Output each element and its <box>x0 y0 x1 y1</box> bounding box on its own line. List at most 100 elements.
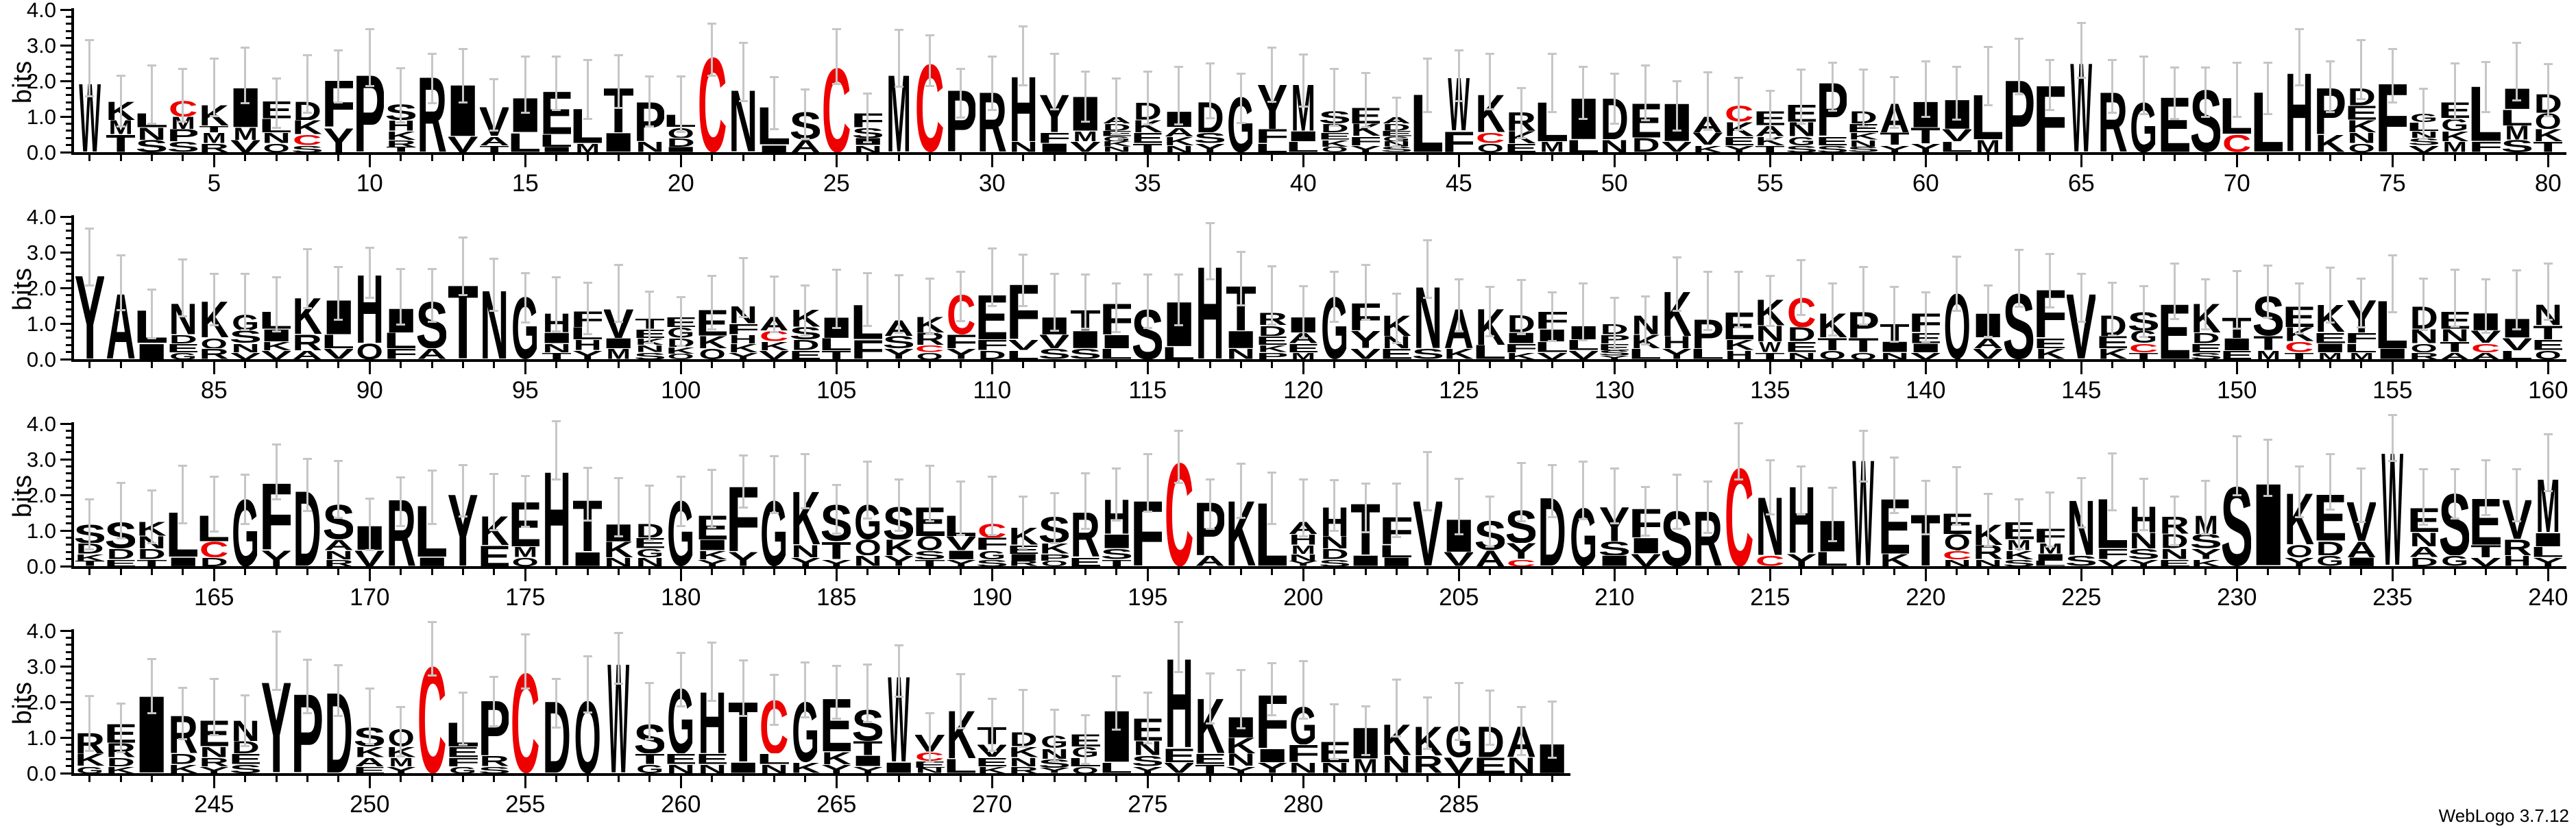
x-tick-minor <box>1022 362 1025 368</box>
svg-text:S: S <box>1071 348 1099 359</box>
y-tick-minor <box>66 122 71 125</box>
svg-text:L: L <box>1569 339 1598 350</box>
x-tick-minor <box>866 155 869 161</box>
x-tick-minor <box>804 776 807 782</box>
x-tick-minor <box>555 569 558 575</box>
x-tick-minor <box>1240 155 1242 161</box>
x-tick-minor <box>2018 155 2020 161</box>
svg-text:K: K <box>604 541 633 557</box>
error-bar-cap <box>1112 132 1121 135</box>
error-bar-cap <box>863 461 873 463</box>
x-tick-label: 130 <box>1594 377 1635 404</box>
residue-letter-K: K <box>1320 140 1349 147</box>
residue-letter-Q: Q <box>668 354 694 359</box>
x-tick-minor <box>1551 776 1553 782</box>
residue-letter-Y: Y <box>853 766 882 773</box>
error-bar <box>1520 88 1522 138</box>
error-bar <box>1146 274 1149 328</box>
svg-text:N: N <box>1320 536 1349 548</box>
x-tick-minor <box>773 362 775 368</box>
residue-letter-R: R <box>1009 766 1038 773</box>
residue-letter-I: I <box>1226 330 1255 348</box>
svg-text:T: T <box>387 147 415 152</box>
error-bar-cap <box>209 57 219 60</box>
svg-text:T: T <box>542 352 571 359</box>
error-bar <box>773 276 775 332</box>
x-tick-minor <box>1271 362 1274 368</box>
error-bar <box>88 228 91 286</box>
y-tick-minor <box>66 29 71 32</box>
svg-text:N: N <box>1289 762 1317 773</box>
error-bar <box>804 89 807 139</box>
error-bar <box>1333 69 1336 126</box>
x-tick-major <box>679 776 682 788</box>
svg-text:R: R <box>915 332 944 345</box>
error-bar-cap <box>2108 334 2117 337</box>
y-tick-minor <box>66 58 71 61</box>
residue-letter-N: N <box>2409 329 2438 343</box>
error-bar <box>1582 283 1585 341</box>
x-tick-minor <box>1551 155 1553 161</box>
svg-text:E: E <box>1320 132 1349 139</box>
x-axis-line <box>71 359 2566 362</box>
error-bar-cap <box>1081 70 1090 73</box>
residue-letter-Y: Y <box>387 766 415 773</box>
x-tick-label: 245 <box>194 791 234 818</box>
error-bar-cap <box>2201 328 2211 330</box>
svg-text:A: A <box>791 140 820 152</box>
svg-text:N: N <box>231 343 260 352</box>
y-tick-major <box>60 422 71 425</box>
x-tick-minor <box>151 569 153 575</box>
error-bar-cap <box>2357 277 2366 280</box>
svg-text:A: A <box>480 136 509 145</box>
svg-text:C: C <box>293 134 321 145</box>
svg-text:A: A <box>2440 352 2469 359</box>
residue-letter-K: K <box>729 343 757 352</box>
x-tick-minor <box>493 776 496 782</box>
residue-letter-K: K <box>1880 554 1909 566</box>
residue-letter-E: E <box>1133 132 1162 143</box>
svg-text:N: N <box>199 746 228 757</box>
error-bar-cap <box>831 326 841 329</box>
residue-letter-E: E <box>2316 332 2344 343</box>
error-bar-cap <box>987 305 997 308</box>
x-tick-minor <box>306 155 308 161</box>
residue-letter-Q: Q <box>698 348 725 359</box>
error-bar <box>2267 62 2270 114</box>
error-bar-cap <box>489 725 499 728</box>
error-bar-cap <box>552 678 561 681</box>
x-tick-minor <box>586 569 589 575</box>
error-bar-cap <box>1205 722 1215 724</box>
residue-letter-Y: Y <box>698 559 727 566</box>
residue-letter-T: T <box>1133 143 1162 152</box>
residue-letter-V: V <box>1165 762 1193 773</box>
svg-text:K: K <box>1133 120 1162 132</box>
error-bar <box>1862 69 1864 127</box>
residue-letter-S: S <box>1413 348 1442 359</box>
x-tick-major <box>524 362 526 374</box>
svg-text:K: K <box>1320 140 1349 147</box>
svg-text:K: K <box>262 341 291 350</box>
error-bar-cap <box>2015 305 2024 308</box>
svg-text:Y: Y <box>791 557 820 566</box>
error-bar-cap <box>520 111 530 114</box>
error-bar-cap <box>1049 491 1059 494</box>
residue-letter-E: E <box>1507 143 1535 152</box>
error-bar-cap <box>2326 60 2335 62</box>
svg-text:G: G <box>1788 136 1815 145</box>
x-tick-minor <box>119 362 122 368</box>
x-tick-minor <box>2453 569 2456 575</box>
residue-letter-N: N <box>916 768 945 773</box>
x-tick-major <box>1302 362 1304 374</box>
x-tick-label: 165 <box>194 584 234 611</box>
residue-letter-D: D <box>1631 138 1660 152</box>
x-tick-major <box>212 569 215 581</box>
svg-text:C: C <box>1943 550 1971 559</box>
y-tick-minor <box>66 479 71 482</box>
y-tick-minor <box>66 144 71 147</box>
error-bar-cap <box>1267 523 1277 526</box>
x-tick-label: 35 <box>1134 170 1161 197</box>
svg-text:V: V <box>1009 339 1038 350</box>
svg-text:C: C <box>915 345 944 352</box>
residue-letter-E: E <box>1818 136 1847 145</box>
